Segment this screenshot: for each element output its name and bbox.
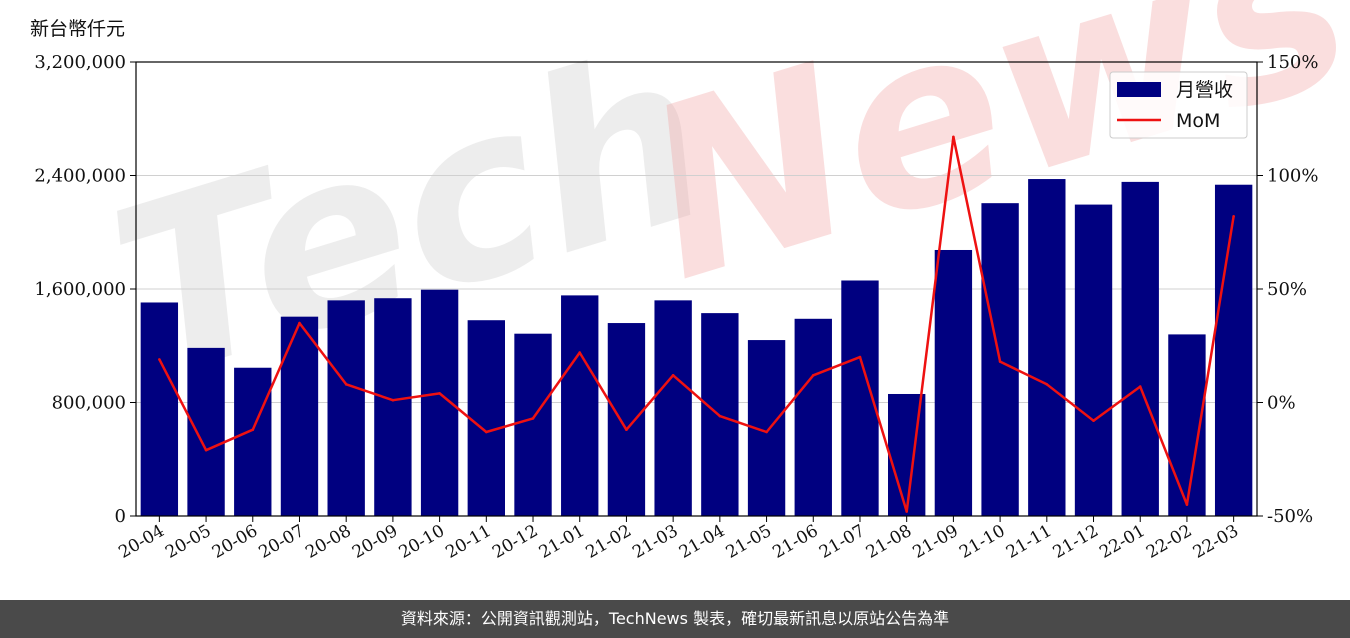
x-tick-label: 21-01 <box>536 521 588 563</box>
mom-point-20-12 <box>531 417 535 420</box>
legend: 月營收 MoM <box>1109 71 1248 139</box>
y-tick-label: 3,200,000 <box>34 52 126 73</box>
mom-point-21-07 <box>858 355 862 359</box>
mom-point-20-10 <box>438 392 441 395</box>
bar-20-06 <box>234 367 272 516</box>
y-axis-right: -50% 0% 50% 100% 150% <box>1257 52 1318 527</box>
x-tick-label: 21-02 <box>582 521 634 563</box>
x-tick-label: 20-11 <box>442 521 494 563</box>
bar-21-03 <box>654 300 692 516</box>
x-tick-label: 20-06 <box>209 521 261 563</box>
x-tick-label: 22-02 <box>1143 521 1195 563</box>
x-tick-label: 21-12 <box>1050 521 1102 563</box>
legend-label-mom: MoM <box>1176 110 1220 132</box>
x-tick-label: 20-10 <box>396 521 448 563</box>
x-axis: 20-0420-0520-0620-0720-0820-0920-1020-11… <box>115 516 1242 563</box>
mom-point-21-06 <box>811 373 815 377</box>
legend-label-revenue: 月營收 <box>1176 79 1233 101</box>
mom-point-21-08 <box>905 510 908 513</box>
x-tick-label: 21-10 <box>956 521 1008 563</box>
y2-tick-label: 50% <box>1267 279 1307 300</box>
y-tick-label: 2,400,000 <box>34 166 126 187</box>
mom-line-path <box>158 135 1235 513</box>
bar-20-04 <box>140 302 179 516</box>
mom-point-20-11 <box>485 430 488 434</box>
footer-source-note: 資料來源：公開資訊觀測站，TechNews 製表，確切最新訊息以原站公告為準 <box>0 600 1350 638</box>
bar-21-11 <box>1028 179 1066 516</box>
line-mom <box>158 135 1235 513</box>
mom-point-20-05 <box>204 448 208 452</box>
mom-point-22-03 <box>1232 215 1235 218</box>
mom-point-21-04 <box>718 414 722 418</box>
mom-point-20-07 <box>298 321 301 325</box>
revenue-chart: TechNews 0800,0001,600,0002,400,0003,200… <box>34 0 1350 563</box>
bar-20-07 <box>280 316 319 516</box>
bar-20-09 <box>374 298 412 516</box>
mom-point-21-05 <box>765 430 768 434</box>
x-tick-label: 20-07 <box>256 521 308 563</box>
mom-point-22-02 <box>1185 503 1189 506</box>
x-tick-label: 21-08 <box>863 521 915 563</box>
mom-point-20-04 <box>158 358 161 361</box>
bar-20-05 <box>187 347 225 516</box>
mom-point-21-03 <box>671 373 675 377</box>
x-tick-label: 20-09 <box>349 521 401 563</box>
x-tick-label: 21-07 <box>816 521 868 563</box>
x-tick-label: 21-11 <box>1003 521 1055 563</box>
x-tick-label: 21-09 <box>909 521 961 563</box>
x-tick-label: 21-03 <box>629 521 681 563</box>
y-axis-left: 0 800,000 1,600,000 2,400,000 3,200,000 <box>34 52 136 527</box>
x-tick-label: 22-03 <box>1190 521 1242 563</box>
y2-tick-label: 150% <box>1267 52 1318 73</box>
mom-point-21-11 <box>1045 383 1049 386</box>
bar-20-11 <box>467 320 505 516</box>
mom-point-21-01 <box>578 351 582 354</box>
y2-tick-label: 0% <box>1267 393 1296 414</box>
bar-22-03 <box>1214 184 1253 517</box>
bar-20-12 <box>514 333 552 516</box>
mom-point-22-01 <box>1138 385 1142 388</box>
mom-point-20-08 <box>344 383 348 386</box>
bar-21-12 <box>1074 204 1113 516</box>
x-tick-label: 21-05 <box>723 521 775 563</box>
x-tick-label: 20-12 <box>489 521 541 563</box>
x-tick-label: 20-04 <box>115 521 167 563</box>
mom-point-20-06 <box>251 428 255 432</box>
x-tick-label: 22-01 <box>1096 521 1148 563</box>
x-tick-label: 20-08 <box>302 521 354 563</box>
x-tick-label: 21-04 <box>676 521 728 563</box>
bar-21-06 <box>794 318 832 516</box>
y-tick-label: 0 <box>115 506 126 527</box>
y2-tick-label: -50% <box>1267 506 1313 527</box>
x-tick-label: 20-05 <box>162 521 214 563</box>
y-tick-label: 1,600,000 <box>34 279 126 300</box>
bar-20-08 <box>327 300 365 516</box>
mom-point-21-10 <box>998 360 1002 363</box>
y-tick-label: 800,000 <box>52 393 126 414</box>
mom-point-21-09 <box>952 135 955 139</box>
bar-21-02 <box>607 323 646 516</box>
bar-21-09 <box>934 249 973 516</box>
mom-point-21-12 <box>1092 419 1095 422</box>
bar-22-01 <box>1121 181 1159 516</box>
bars-revenue <box>140 179 1253 517</box>
bar-21-01 <box>561 295 599 516</box>
y2-tick-label: 100% <box>1267 166 1318 187</box>
x-tick-label: 21-06 <box>769 521 821 563</box>
legend-bar-swatch <box>1117 82 1161 97</box>
mom-point-21-02 <box>625 428 628 432</box>
mom-point-20-09 <box>391 398 395 402</box>
y-axis-unit-label: 新台幣仟元 <box>30 18 126 40</box>
